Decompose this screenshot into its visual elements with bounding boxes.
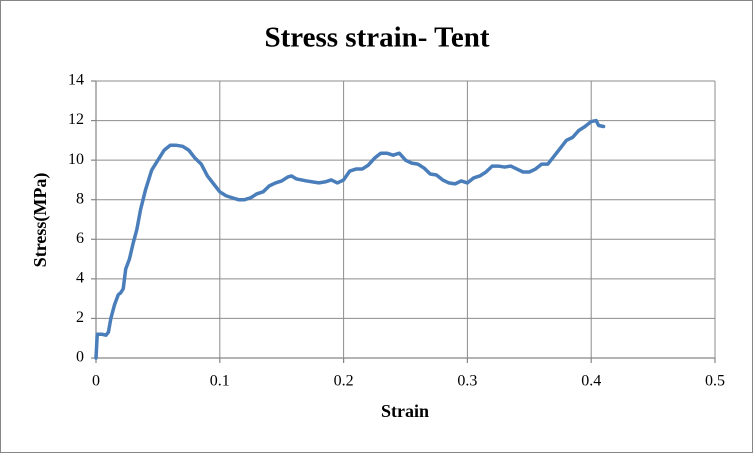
data-line	[94, 118, 606, 360]
y-axis-title: Stress(MPa)	[30, 173, 51, 268]
x-tick-label: 0	[92, 373, 100, 390]
y-tick-label: 2	[76, 309, 84, 326]
x-tick-label: 0.4	[581, 373, 601, 390]
y-tick-label: 0	[76, 349, 84, 366]
y-tick-label: 10	[68, 151, 84, 168]
y-tick-label: 8	[76, 190, 84, 207]
x-axis-title: Strain	[381, 401, 429, 421]
x-tick-label: 0.3	[457, 373, 477, 390]
x-tick-label: 0.2	[334, 373, 354, 390]
y-tick-label: 6	[76, 230, 84, 247]
y-tick-label: 12	[68, 111, 84, 128]
x-tick-label: 0.1	[210, 373, 230, 390]
chart-title: Stress strain- Tent	[264, 22, 489, 54]
x-tick-label: 0.5	[705, 373, 725, 390]
y-tick-label: 14	[68, 72, 84, 89]
y-tick-label: 4	[76, 270, 84, 287]
